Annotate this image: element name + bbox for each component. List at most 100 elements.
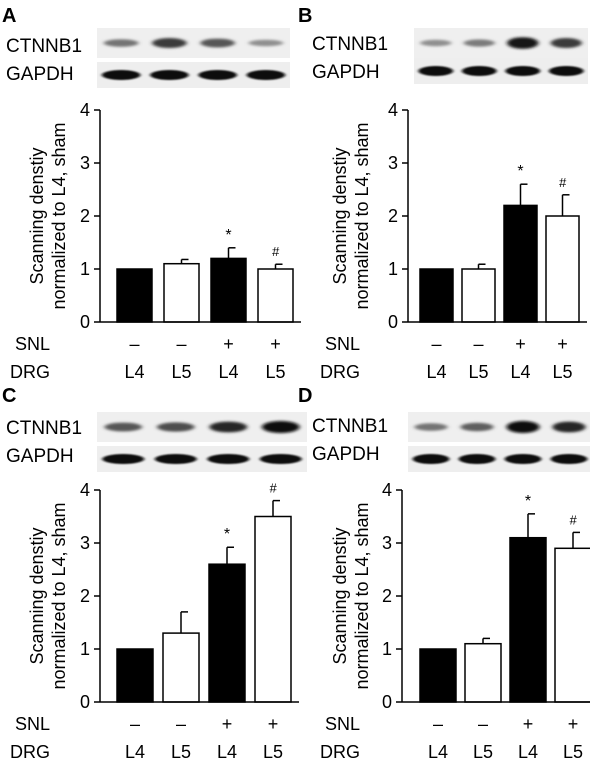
x-tick-label: L4 [426,362,446,382]
x-tick-label: L5 [171,362,191,382]
blot-label-ctnnb1: CTNNB1 [6,418,82,439]
x-tick-label: L5 [171,742,191,762]
snl-value: + [268,714,279,734]
snl-row-label: SNL [325,714,360,734]
snl-row-label: SNL [15,714,50,734]
bar [461,268,496,323]
significance-mark: # [559,175,567,190]
gapdh-band [458,454,496,464]
bar [254,515,292,703]
condition-rows: SNL DRG – L4 – L5 + L4 + L5 [10,714,283,762]
y-axis: 0 1 2 3 4 [80,100,101,332]
bar [163,262,200,323]
gapdh-band [150,70,189,80]
panel-letter: D [298,385,312,407]
gapdh-band [154,454,197,464]
significance-mark: * [224,526,230,543]
y-tick-label: 4 [80,480,90,500]
gapdh-band [101,70,141,80]
ctnnb1-band [507,37,539,49]
snl-value: – [176,334,186,354]
panel-a: A CTNNB1 GAPDH 0 1 2 3 4 Scanning denstiy normali… [2,5,301,382]
y-axis-label-line2: normalized to L4, sham [352,502,372,689]
y-tick-label: 1 [80,259,90,279]
y-axis-label-line1: Scanning denstiy [27,147,47,284]
gapdh-band [207,454,250,464]
x-tick-label: L4 [125,742,145,762]
gapdh-band [246,70,286,80]
y-axis-label-line1: Scanning denstiy [330,527,350,664]
ctnnb1-band [156,422,195,432]
snl-value: – [433,714,443,734]
snl-value: + [568,714,579,734]
ctnnb1-band [209,421,248,433]
gapdh-band [412,454,450,464]
drg-row-label: DRG [10,362,50,382]
blot-label-ctnnb1: CTNNB1 [6,36,82,57]
y-axis-label-line2: normalized to L4, sham [352,122,372,309]
bar [545,215,580,323]
blot-label-ctnnb1: CTNNB1 [312,34,388,55]
drg-row-label: DRG [10,742,50,762]
ctnnb1-band [420,39,452,47]
panel-letter: C [2,385,16,407]
significance-mark: # [272,244,280,259]
ctnnb1-band [152,38,187,48]
ctnnb1-band [550,38,582,48]
ctnnb1-band [414,423,448,431]
ctnnb1-band [104,422,143,432]
significance-mark: * [225,227,231,244]
bar [503,204,538,323]
western-blot [408,412,590,472]
ctnnb1-band [460,422,494,432]
y-axis: 0 1 2 3 4 [382,480,403,712]
snl-value: + [557,334,568,354]
y-tick-label: 3 [80,533,90,553]
bars: *# [116,227,294,323]
bars: *# [419,493,590,703]
blot-label-gapdh: GAPDH [6,64,74,85]
gapdh-band [259,454,302,464]
significance-mark: # [569,512,577,527]
western-blot [97,412,307,472]
blot-label-gapdh: GAPDH [6,446,74,467]
y-tick-label: 1 [388,259,398,279]
x-tick-label: L4 [518,742,538,762]
y-axis-label-line1: Scanning denstiy [27,527,47,664]
blot-label-gapdh: GAPDH [312,62,380,83]
x-tick-label: L4 [218,362,238,382]
y-axis-label-line1: Scanning denstiy [330,147,350,284]
y-tick-label: 4 [382,480,392,500]
snl-value: – [176,714,186,734]
y-tick-label: 2 [80,586,90,606]
y-tick-label: 0 [388,312,398,332]
y-tick-label: 4 [388,100,398,120]
snl-value: – [129,334,139,354]
bars: *# [116,481,292,703]
gapdh-band [548,66,584,76]
blot-label-gapdh: GAPDH [312,444,380,465]
bar [554,547,590,703]
y-tick-label: 3 [80,153,90,173]
snl-value: + [270,334,281,354]
western-blot [414,28,588,84]
gapdh-band [504,454,542,464]
condition-rows: SNL DRG – L4 – L5 + L4 + L5 [320,334,573,382]
snl-value: – [478,714,488,734]
bar [509,536,547,703]
x-tick-label: L5 [552,362,572,382]
y-tick-label: 0 [80,692,90,712]
x-tick-label: L5 [265,362,285,382]
gapdh-band [461,66,497,76]
snl-value: – [431,334,441,354]
y-axis-label-line2: normalized to L4, sham [49,122,69,309]
condition-rows: SNL DRG – L4 – L5 + L4 + L5 [320,714,583,762]
x-tick-label: L4 [124,362,144,382]
bar [162,632,200,703]
bar [419,648,457,703]
ctnnb1-band [200,38,235,48]
bar [116,648,154,703]
bar [208,563,246,703]
y-tick-label: 2 [382,586,392,606]
